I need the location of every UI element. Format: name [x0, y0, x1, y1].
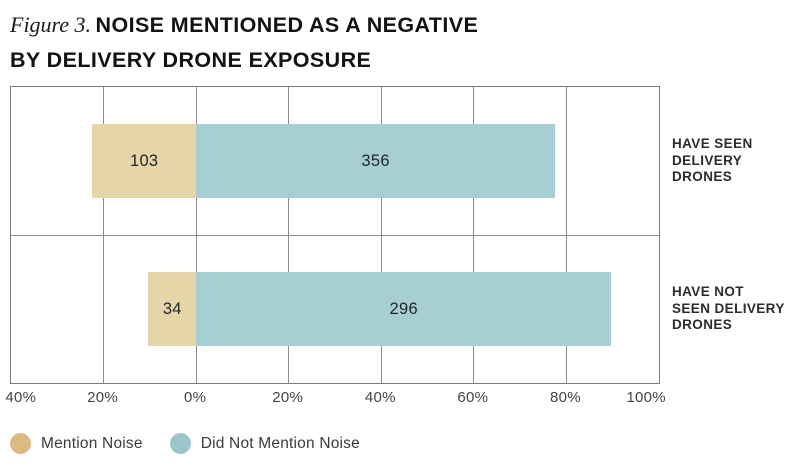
figure-label: Figure 3. [10, 12, 92, 37]
row-divider [11, 234, 659, 236]
x-axis: 40% 20% 0% 20% 40% 60% 80% 100% [5, 389, 665, 409]
bar-value-label: 103 [129, 151, 159, 170]
bar-did-not-mention-noise-row-2: 296 [196, 272, 612, 346]
x-tick-label: 40% [5, 389, 37, 406]
bar-mention-noise-row-2: 34 [148, 272, 197, 346]
bar-value-label: 296 [389, 299, 418, 318]
figure-title-line1: NOISE MENTIONED AS A NEGATIVE [95, 13, 479, 37]
category-labels: HAVE SEEN DELIVERY DRONES HAVE NOT SEEN D… [672, 87, 798, 383]
bar-mention-noise-row-1: 103 [92, 124, 197, 198]
x-tick-label: 20% [272, 389, 304, 406]
legend: Mention Noise Did Not Mention Noise [10, 433, 360, 454]
figure-title-line2: BY DELIVERY DRONE EXPOSURE [10, 48, 372, 72]
category-cell: HAVE SEEN DELIVERY DRONES [672, 87, 798, 235]
legend-label: Did Not Mention Noise [200, 434, 360, 452]
x-tick-label: 100% [626, 389, 666, 406]
category-cell: HAVE NOT SEEN DELIVERY DRONES [672, 235, 798, 383]
x-tick-label: 0% [184, 389, 207, 406]
plot-area: 103 356 34 296 [10, 86, 660, 384]
bar-value-label: 34 [162, 299, 182, 318]
legend-item-did-not-mention-noise: Did Not Mention Noise [169, 433, 360, 454]
x-tick-label: 40% [364, 389, 396, 406]
x-tick-label: 80% [549, 389, 581, 406]
legend-item-mention-noise: Mention Noise [10, 433, 143, 454]
legend-swatch-mention-noise-icon [10, 433, 31, 454]
category-label: HAVE NOT SEEN DELIVERY DRONES [672, 284, 785, 333]
bar-did-not-mention-noise-row-1: 356 [196, 124, 556, 198]
category-label: HAVE SEEN DELIVERY DRONES [672, 136, 753, 185]
figure-title: Figure 3. NOISE MENTIONED AS A NEGATIVE … [10, 8, 478, 77]
x-tick-label: 60% [457, 389, 489, 406]
x-tick-label: 20% [87, 389, 119, 406]
legend-label: Mention Noise [41, 434, 143, 452]
bar-value-label: 356 [361, 151, 390, 170]
legend-swatch-did-not-mention-noise-icon [169, 433, 191, 454]
